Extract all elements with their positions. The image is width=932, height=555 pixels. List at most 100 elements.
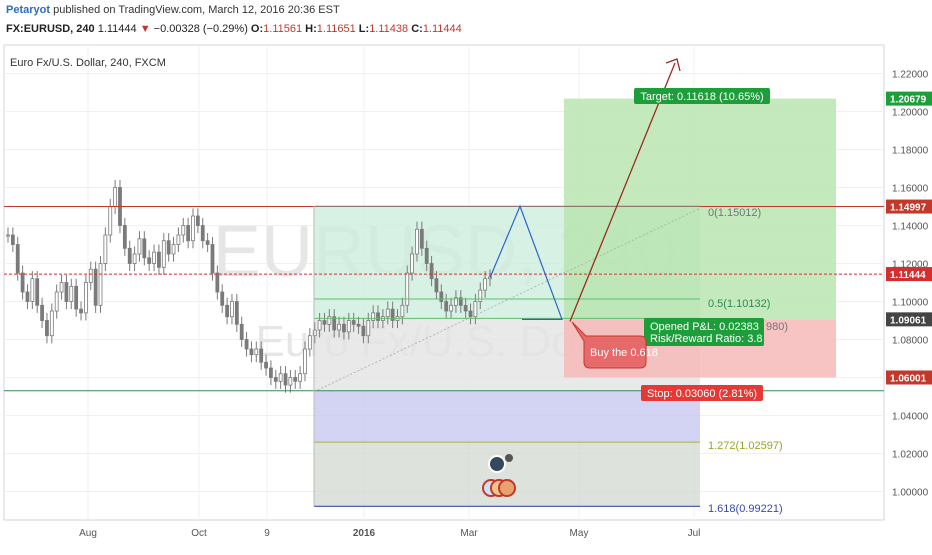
published-text: published on TradingView.com, March 12, … [53, 4, 340, 16]
svg-text:Target: 0.11618 (10.65%): Target: 0.11618 (10.65%) [640, 91, 763, 103]
candle-body [59, 282, 64, 293]
candle-body [239, 323, 244, 340]
x-tick-label: 2016 [353, 528, 376, 539]
candle-body [176, 234, 181, 245]
x-tick-label: Oct [191, 528, 207, 539]
candle-body [415, 228, 419, 255]
buy-callout: Buy the 0.618 [571, 321, 658, 369]
candle-body [137, 238, 142, 255]
candle-body [327, 316, 332, 325]
candle-body [278, 373, 283, 382]
price-change: −0.00328 (−0.29%) [153, 23, 248, 35]
chart-header: Petaryot published on TradingView.com, M… [0, 0, 932, 40]
price-tag [886, 312, 932, 327]
candle-body [93, 268, 98, 306]
rr-text: Risk/Reward Ratio: 3.8 [650, 333, 763, 345]
candle-body [419, 228, 424, 249]
candle-body [273, 377, 278, 382]
candle-body [303, 348, 307, 375]
projection-blue [489, 204, 563, 320]
y-tick-label: 1.16000 [892, 184, 929, 195]
chart-area[interactable]: EURUSD, 240 Euro Fx/U.S. Dollar Euro Fx/… [0, 41, 932, 550]
candle-body [434, 278, 439, 293]
candle-body [35, 278, 40, 306]
candle-body [332, 316, 337, 331]
event-markers[interactable] [482, 454, 516, 497]
fib-zone-blue [314, 390, 700, 443]
candle-body [351, 320, 356, 325]
candle-body [200, 225, 205, 242]
price-tag-label: 1.14997 [890, 203, 927, 214]
price-tag [886, 91, 932, 106]
candle-body [410, 253, 415, 274]
price-tag [886, 267, 932, 282]
fib-label-0-618: 980) [766, 321, 788, 333]
y-tick-label: 1.20000 [892, 108, 929, 119]
y-tick-label: 1.02000 [892, 450, 929, 461]
candle-body [195, 215, 200, 226]
pnl-text: Opened P&L: 0.02383 [650, 321, 759, 333]
candle-body [293, 377, 298, 382]
candle-body [356, 323, 361, 327]
x-tick-label: Jul [688, 528, 701, 539]
event-badge-icon [505, 454, 513, 462]
flag-stack-icon[interactable] [498, 479, 516, 497]
price-chart[interactable]: EURUSD, 240 Euro Fx/U.S. Dollar Euro Fx/… [0, 41, 932, 550]
candle-body [15, 244, 20, 274]
candle-body [400, 304, 405, 318]
candle-body [40, 304, 44, 321]
candle-body [473, 301, 478, 318]
event-icon[interactable] [488, 455, 506, 473]
candle-body [337, 323, 341, 331]
y-tick-label: 1.10000 [892, 298, 929, 309]
candle-body [64, 282, 69, 302]
open-label: O: [250, 23, 264, 35]
price-axis[interactable]: 1.22000 1.20000 1.18000 1.16000 1.14000 1.120… [886, 70, 932, 499]
projection-red [569, 62, 676, 322]
candle-body [69, 285, 74, 302]
candle-body [20, 272, 25, 293]
candle-body [361, 325, 366, 337]
candle-body [264, 361, 268, 369]
candle-body [186, 225, 191, 242]
x-tick-label: Mar [460, 528, 478, 539]
candle-body [225, 304, 229, 318]
candle-body [113, 187, 118, 207]
candle-body [230, 301, 234, 318]
fib-label-1-272: 1.272(1.02597) [708, 440, 783, 452]
time-axis[interactable]: Aug Oct 9 2016 Mar May Jul [79, 528, 700, 539]
candle-body [205, 240, 210, 245]
candle-body [157, 251, 161, 268]
price-tag-label: 1.06001 [890, 373, 927, 384]
candle-body [376, 312, 380, 321]
candle-body [98, 263, 103, 306]
svg-text:Buy the 0.618: Buy the 0.618 [590, 347, 658, 359]
candle-body [103, 234, 108, 264]
author-link[interactable]: Petaryot [6, 4, 51, 16]
pnl-label: Opened P&L: 0.02383 Risk/Reward Ratio: 3… [644, 318, 764, 346]
svg-text:Stop: 0.03060 (2.81%): Stop: 0.03060 (2.81%) [647, 388, 757, 400]
chart-legend: Euro Fx/U.S. Dollar, 240, FXCM [10, 57, 166, 69]
candle-body [288, 377, 293, 386]
candle-body [132, 253, 137, 264]
candle-body [346, 320, 351, 333]
candle-body [317, 320, 322, 331]
candle-body [322, 320, 327, 325]
y-tick-label: 1.12000 [892, 260, 929, 271]
high-value: 1.11651 [316, 23, 356, 35]
candle-body [74, 285, 79, 310]
candle-body [439, 291, 444, 302]
projection-paths [489, 58, 681, 322]
price-tag-label: 1.11444 [890, 270, 926, 281]
symbol-label[interactable]: FX:EURUSD, 240 [6, 23, 95, 35]
x-tick-label: May [570, 528, 589, 539]
candle-body [191, 215, 195, 242]
candle-body [88, 268, 93, 283]
candle-body [220, 291, 225, 306]
x-tick-label: Aug [79, 528, 97, 539]
target-zone [564, 98, 836, 320]
candle-body [444, 301, 449, 312]
candle-body [215, 272, 220, 293]
candle-body [10, 234, 15, 245]
fib-trend-line [313, 207, 701, 393]
